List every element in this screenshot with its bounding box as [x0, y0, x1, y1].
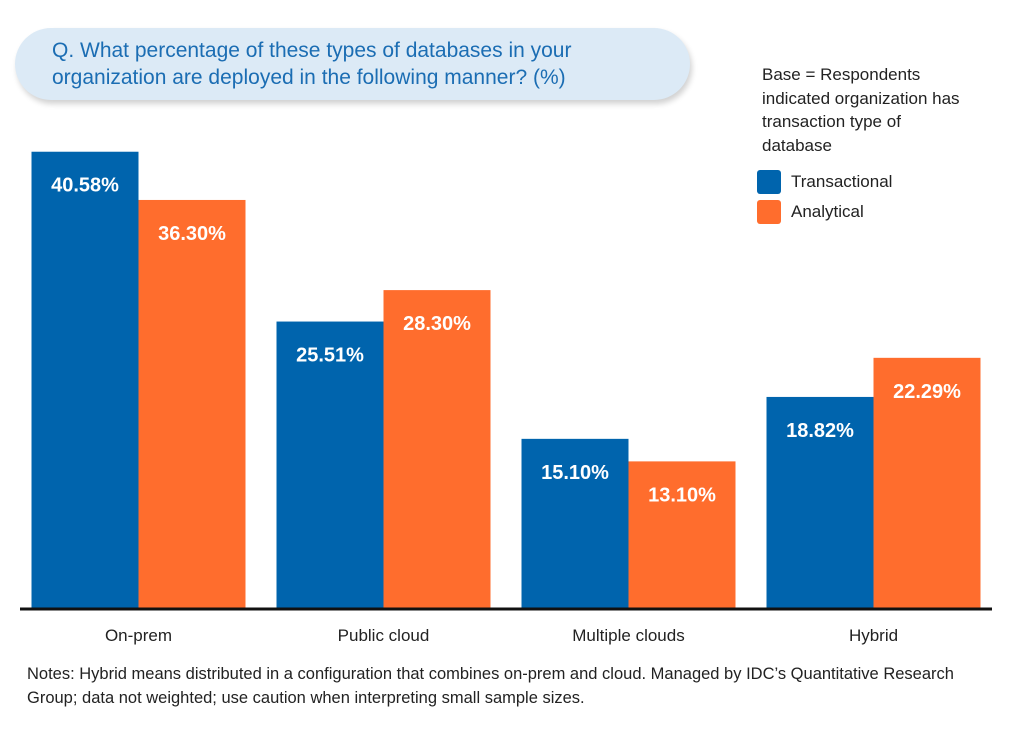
bar: [628, 461, 736, 609]
chart-title: Q. What percentage of these types of dat…: [52, 39, 572, 89]
notes: Notes: Hybrid means distributed in a con…: [27, 665, 954, 707]
data-label: 40.58%: [51, 175, 119, 197]
data-label: 25.51%: [296, 345, 364, 367]
legend-item: Transactional: [757, 170, 892, 194]
legend-swatch: [757, 200, 781, 224]
x-tick-label: Multiple clouds: [572, 626, 684, 645]
data-label: 13.10%: [648, 484, 716, 506]
x-tick-label: Public cloud: [338, 626, 430, 645]
data-label: 15.10%: [541, 462, 609, 484]
legend-swatch: [757, 170, 781, 194]
bar: [873, 357, 981, 609]
bar: [521, 438, 629, 609]
legend-item: Analytical: [757, 200, 864, 224]
legend-label: Analytical: [791, 202, 864, 221]
x-tick-label: Hybrid: [849, 626, 898, 645]
subtitle: Base = Respondents indicated organizatio…: [762, 65, 960, 155]
data-label: 18.82%: [786, 420, 854, 442]
legend-label: Transactional: [791, 172, 893, 191]
bar: [383, 290, 491, 609]
data-label: 36.30%: [158, 223, 226, 245]
x-tick-label: On-prem: [105, 626, 172, 645]
bar: [276, 321, 384, 609]
data-label: 28.30%: [403, 313, 471, 335]
chart: On-prem 40.58% 36.30% Public cloud 25.51% 28.…: [20, 151, 992, 645]
bar: [766, 396, 874, 609]
title-bubble: [15, 28, 690, 100]
bar: [138, 199, 246, 609]
data-label: 22.29%: [893, 381, 961, 403]
bar: [31, 151, 139, 610]
